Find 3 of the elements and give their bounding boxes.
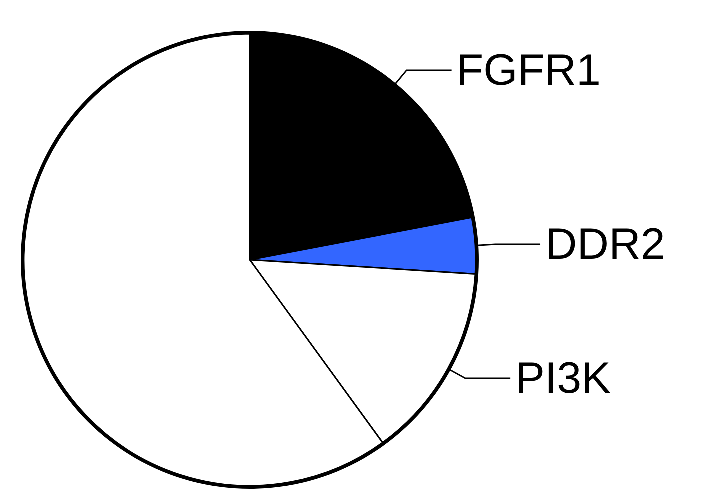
slice-label: PI3K [516, 354, 611, 404]
slice-label: DDR2 [546, 220, 666, 270]
slice-label: FGFR1 [456, 46, 602, 95]
